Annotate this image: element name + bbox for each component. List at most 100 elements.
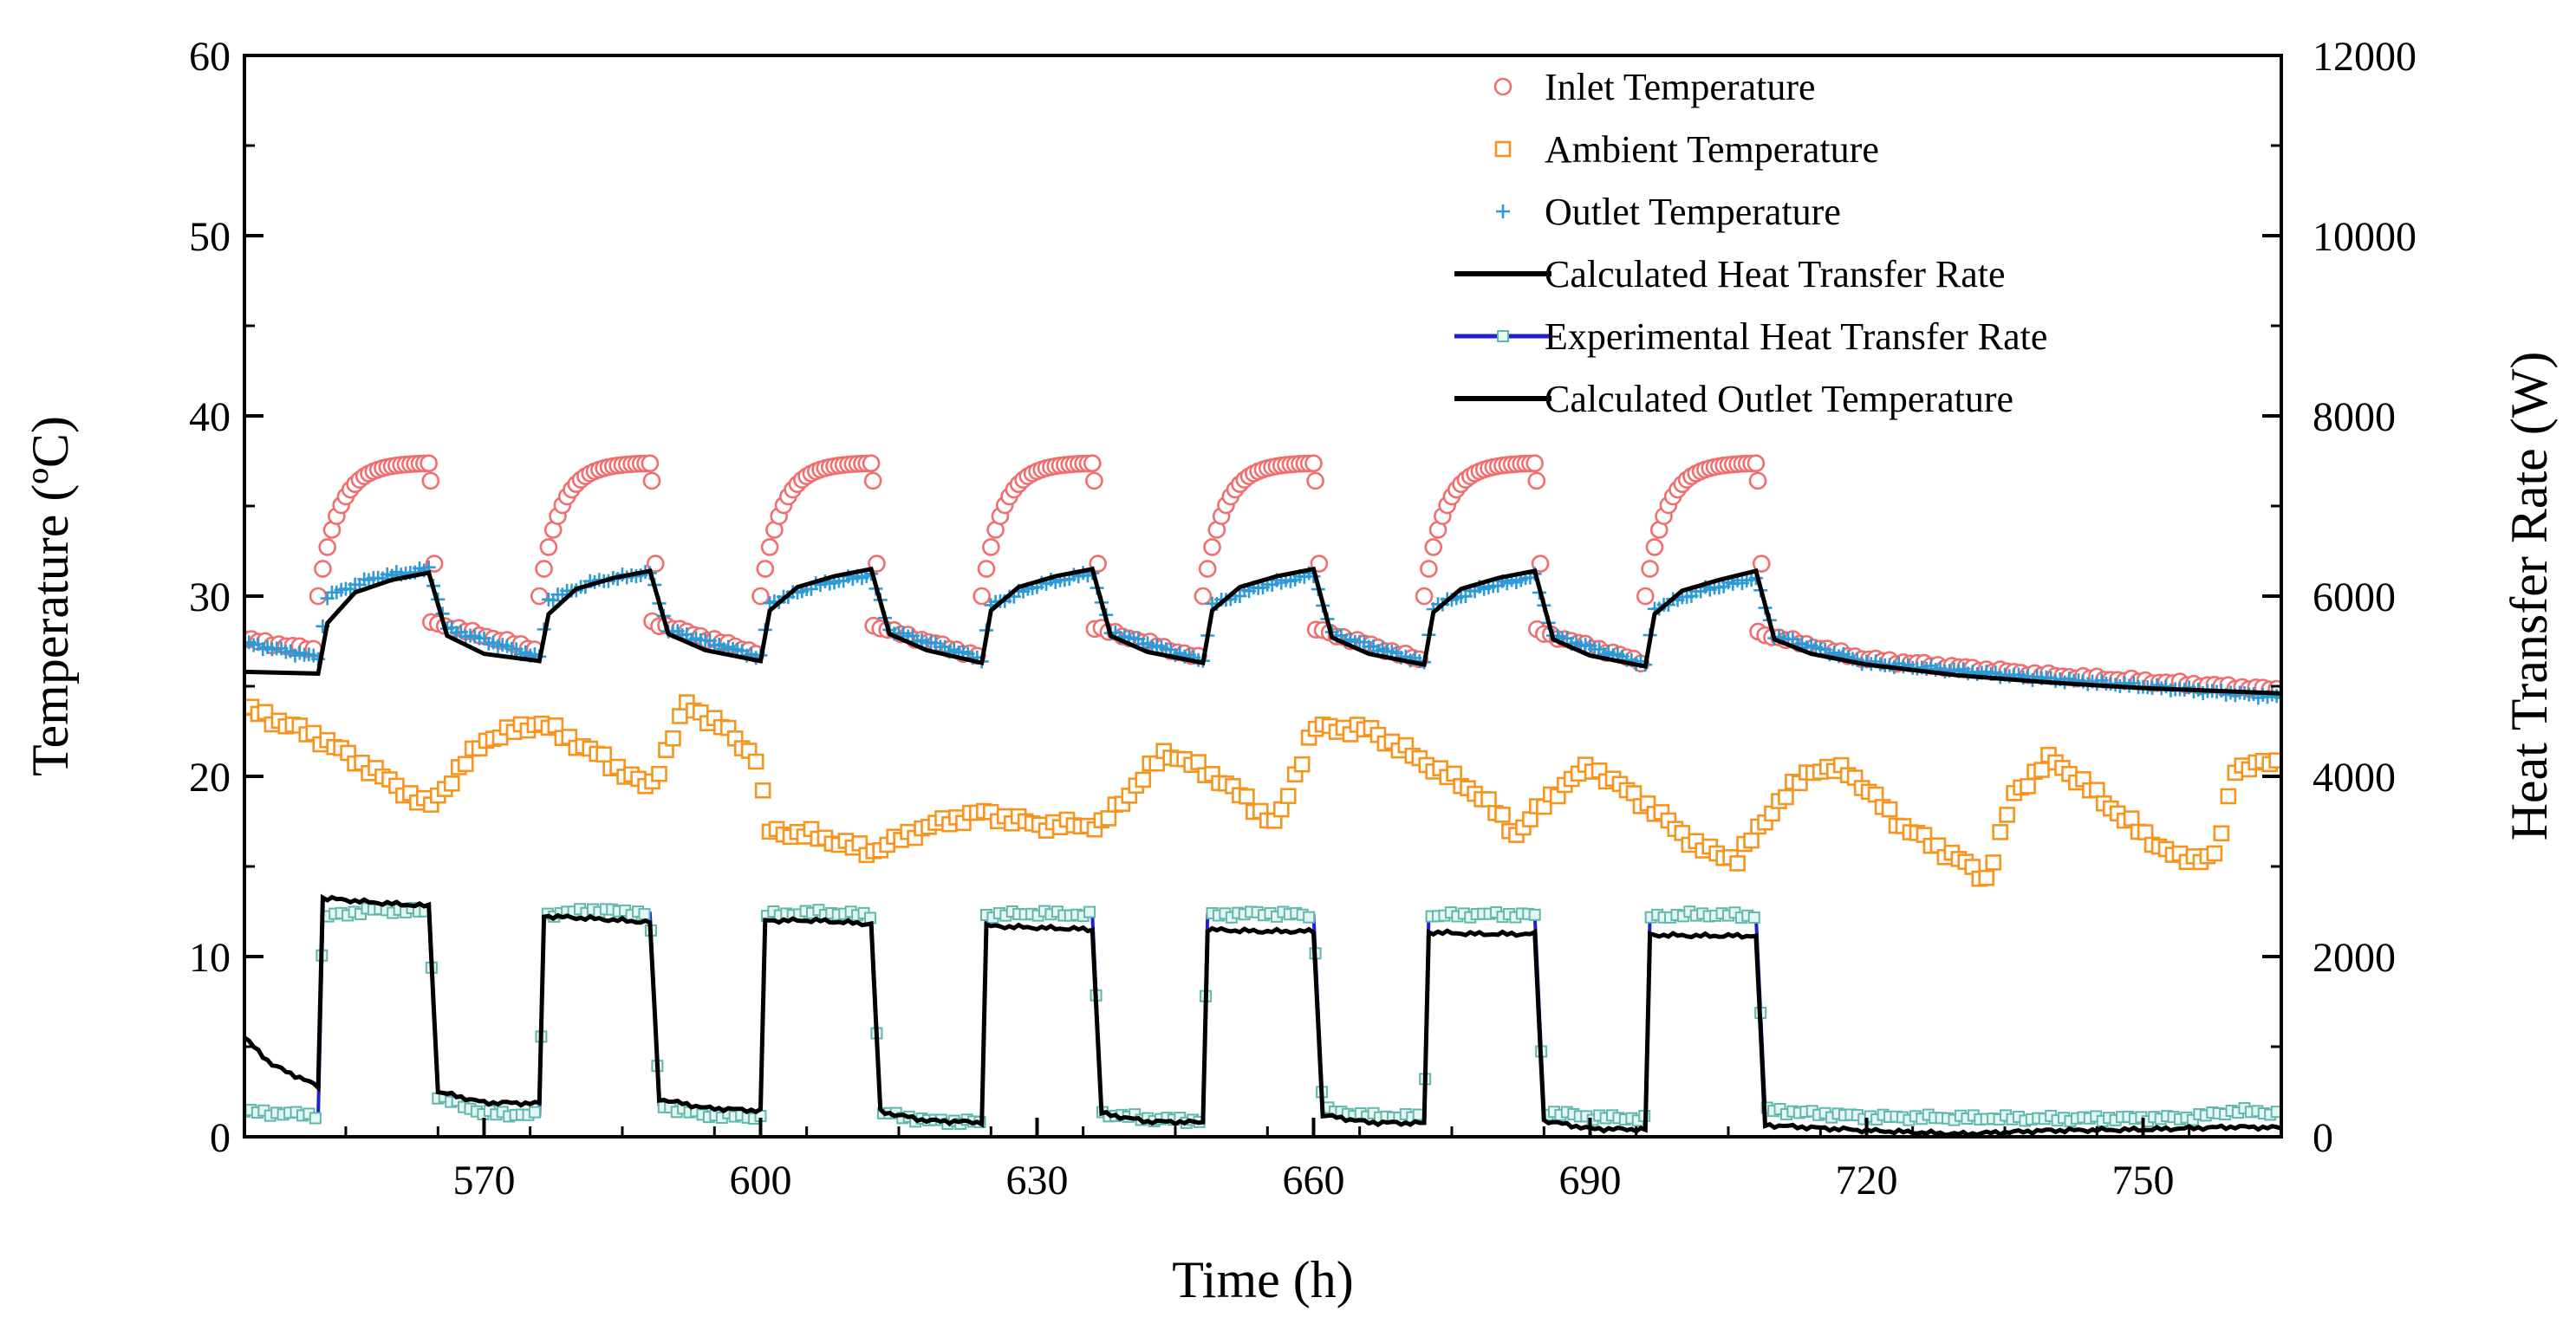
experimental-heat-transfer-point [2270, 1106, 2281, 1119]
legend-item: Experimental Heat Transfer Rate [1454, 315, 2047, 358]
legend-label: Outlet Temperature [1545, 191, 1841, 233]
legend-label: Ambient Temperature [1545, 128, 1879, 171]
ambient-temperature-point [2220, 788, 2237, 805]
ambient-temperature-point [747, 753, 764, 770]
inlet-temperature-point [421, 471, 440, 490]
experimental-heat-transfer-point [1747, 911, 1760, 924]
ambient-temperature-point [1293, 756, 1311, 773]
inlet-temperature-point [1752, 555, 1771, 573]
inlet-temperature-point [1641, 560, 1659, 578]
ambient-temperature-point [1494, 807, 1511, 823]
inlet-temperature-point [1531, 555, 1550, 573]
ambient-temperature-point [1778, 788, 1794, 806]
y2-tick-label: 0 [2313, 1115, 2333, 1161]
y2-tick-label: 8000 [2313, 394, 2396, 440]
x-tick-label: 570 [452, 1158, 515, 1203]
y2-tick-label: 6000 [2313, 574, 2396, 620]
inlet-temperature-point [1203, 538, 1221, 556]
x-tick-label: 690 [1558, 1158, 1621, 1203]
inlet-temperature-point [318, 538, 337, 556]
inlet-temperature-point [646, 555, 665, 573]
inlet-temperature-point [1525, 454, 1544, 473]
y-axis-title: Temperature (ºC) [22, 416, 79, 776]
legend-item: Inlet Temperature [1493, 66, 1816, 108]
ambient-temperature-point [457, 756, 474, 773]
legend: Inlet Temperature Ambient Temperature Outl… [1454, 66, 2047, 420]
legend-label: Experimental Heat Transfer Rate [1545, 315, 2047, 358]
ambient-temperature-point [2213, 825, 2230, 842]
ambient-temperature-point [1729, 855, 1746, 872]
inlet-temperature-point [1085, 471, 1103, 490]
axes-layer: 570 600 630 660 690 720 7500102030405060020004… [189, 34, 2417, 1203]
ambient-temperature-point [1135, 771, 1152, 788]
ambient-temperature-point [2033, 762, 2050, 778]
legend-item: Outlet Temperature [1496, 191, 1841, 233]
ambient-temperature-point [1190, 754, 1207, 770]
ambient-temperature-point [2206, 845, 2223, 862]
inlet-temperature-point [1083, 454, 1102, 473]
inlet-temperature-point [760, 538, 779, 556]
ambient-temperature-point [665, 730, 681, 747]
inlet-temperature-point [1194, 587, 1213, 606]
series-ambient-temperature [244, 694, 2281, 887]
inlet-temperature-point [982, 538, 1000, 556]
inlet-temperature-point [1420, 560, 1438, 578]
inlet-temperature-point [1645, 538, 1664, 556]
ambient-temperature-point [2020, 778, 2036, 795]
inlet-temperature-point [1415, 587, 1434, 606]
y-tick-label: 10 [189, 935, 231, 981]
x-tick-label: 600 [729, 1158, 791, 1203]
ambient-temperature-point [1999, 807, 2015, 823]
legend-item: Ambient Temperature [1494, 128, 1879, 171]
inlet-temperature-point [863, 471, 882, 490]
legend-label: Calculated Heat Transfer Rate [1545, 253, 2006, 295]
legend-item: Calculated Heat Transfer Rate [1454, 253, 2006, 295]
y2-axis-title: Heat Transfer Rate (W) [2501, 352, 2558, 841]
ambient-temperature-point [754, 782, 771, 799]
ambient-temperature-point [595, 746, 613, 763]
series-calculated-heat-transfer-rate [244, 893, 2281, 1137]
ambient-temperature-point [1100, 810, 1117, 827]
inlet-temperature-point [1747, 454, 1766, 473]
series-calculated-outlet-temperature [244, 566, 2281, 696]
ambient-temperature-point [443, 775, 460, 792]
ambient-temperature-point [1978, 869, 1995, 886]
ambient-temperature-point [1522, 811, 1538, 827]
experimental-heat-transfer-point [309, 1112, 322, 1125]
inlet-temperature-point [420, 454, 438, 473]
ambient-temperature-point [1272, 801, 1290, 818]
ambient-temperature-point [1279, 788, 1297, 805]
ambient-temperature-point [1239, 788, 1255, 805]
y-tick-label: 20 [189, 755, 231, 801]
ambient-temperature-point [1743, 832, 1760, 849]
inlet-temperature-point [973, 587, 991, 606]
ambient-temperature-point [1480, 791, 1497, 808]
inlet-temperature-point [309, 587, 328, 606]
inlet-temperature-point [1636, 587, 1655, 606]
inlet-temperature-point [1748, 471, 1767, 490]
legend-label: Inlet Temperature [1545, 66, 1816, 108]
inlet-temperature-point [862, 454, 881, 473]
inlet-temperature-point [751, 587, 770, 606]
inlet-temperature-point [1198, 560, 1217, 578]
y2-tick-label: 12000 [2313, 34, 2417, 80]
experimental-heat-transfer-point [638, 908, 651, 921]
x-tick-label: 630 [1005, 1158, 1068, 1203]
experimental-heat-transfer-point [1083, 905, 1096, 918]
ambient-temperature-point [1881, 801, 1898, 818]
inlet-temperature-point [1424, 538, 1443, 556]
y-tick-label: 0 [210, 1115, 231, 1161]
ambient-temperature-point [2123, 810, 2140, 827]
inlet-temperature-point [1304, 454, 1323, 473]
ambient-temperature-point [651, 765, 667, 782]
ambient-temperature-point [1985, 854, 2002, 871]
experimental-heat-transfer-point [528, 1106, 541, 1119]
experimental-heat-transfer-markers [244, 902, 2281, 1131]
legend-swatch-marker [1494, 140, 1512, 158]
y-tick-label: 30 [189, 574, 231, 620]
x-tick-label: 750 [2111, 1158, 2174, 1203]
inlet-temperature-point [641, 454, 660, 473]
x-axis-title: Time (h) [1172, 1251, 1353, 1308]
